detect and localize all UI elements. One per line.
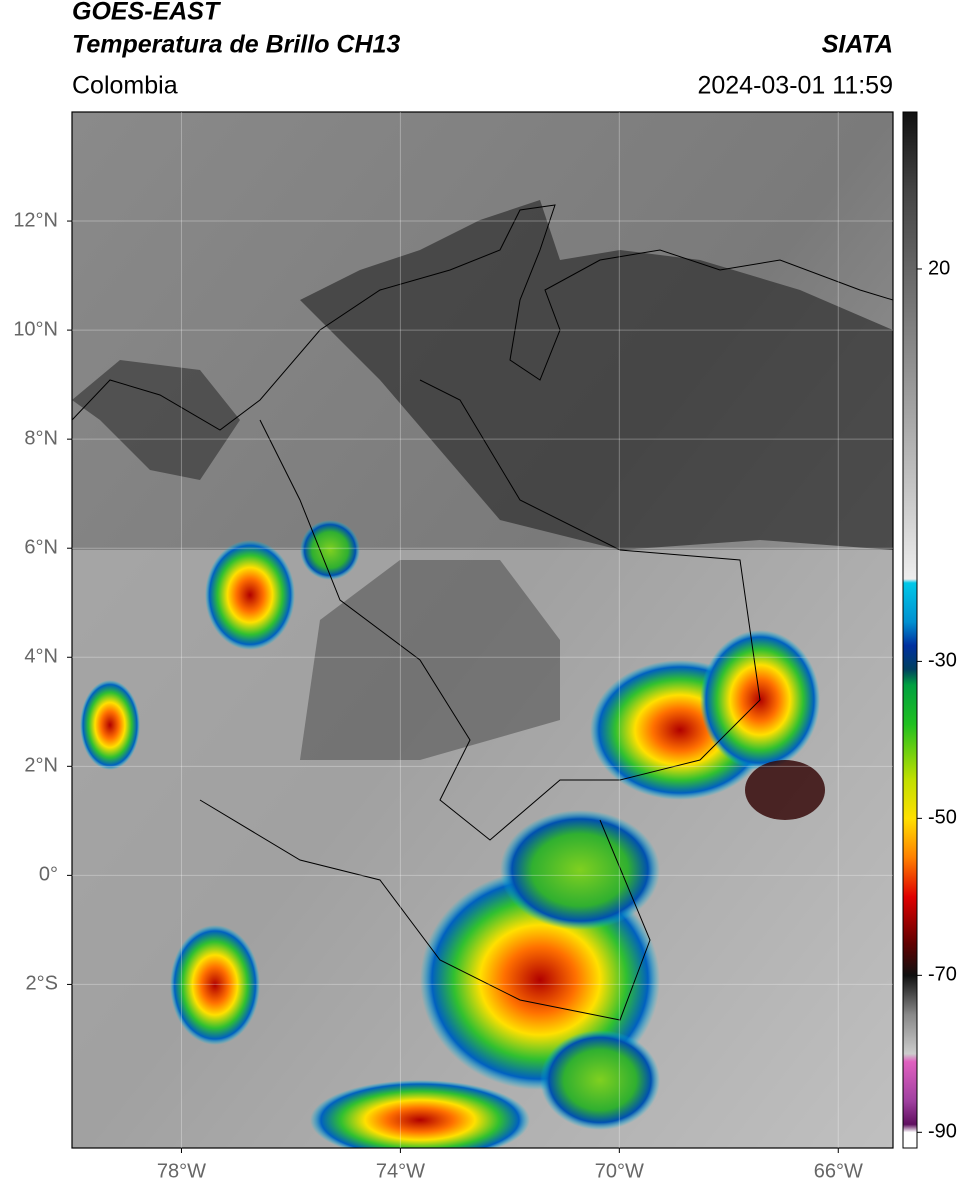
x-tick-label: 70°W bbox=[595, 1160, 644, 1182]
colorbar-tick-label: -90 bbox=[928, 1121, 957, 1143]
satellite-image bbox=[72, 112, 893, 1148]
x-tick-label: 66°W bbox=[814, 1160, 863, 1182]
y-tick-label: 12°N bbox=[13, 209, 58, 231]
colorbar-tick-label: -70 bbox=[928, 964, 957, 986]
y-tick-label: 10°N bbox=[13, 318, 58, 340]
source: SIATA bbox=[822, 31, 893, 59]
region: Colombia bbox=[72, 72, 178, 100]
colorbar-tick-label: -30 bbox=[928, 650, 957, 672]
colorbar-tick-label: 20 bbox=[928, 257, 950, 279]
x-tick-label: 78°W bbox=[157, 1160, 206, 1182]
y-tick-label: 2°S bbox=[26, 973, 58, 995]
timestamp: 2024-03-01 11:59 bbox=[697, 72, 893, 100]
y-tick-label: 4°N bbox=[24, 646, 58, 668]
title: GOES-EAST bbox=[72, 0, 222, 26]
colorbar bbox=[902, 111, 918, 1149]
y-tick-label: 0° bbox=[39, 864, 58, 886]
y-tick-label: 2°N bbox=[24, 755, 58, 777]
subtitle: Temperatura de Brillo CH13 bbox=[72, 31, 400, 59]
y-tick-label: 8°N bbox=[24, 427, 58, 449]
x-tick-label: 74°W bbox=[376, 1160, 425, 1182]
colorbar-tick-label: -50 bbox=[928, 807, 957, 829]
y-tick-label: 6°N bbox=[24, 536, 58, 558]
map-frame bbox=[71, 111, 894, 1149]
